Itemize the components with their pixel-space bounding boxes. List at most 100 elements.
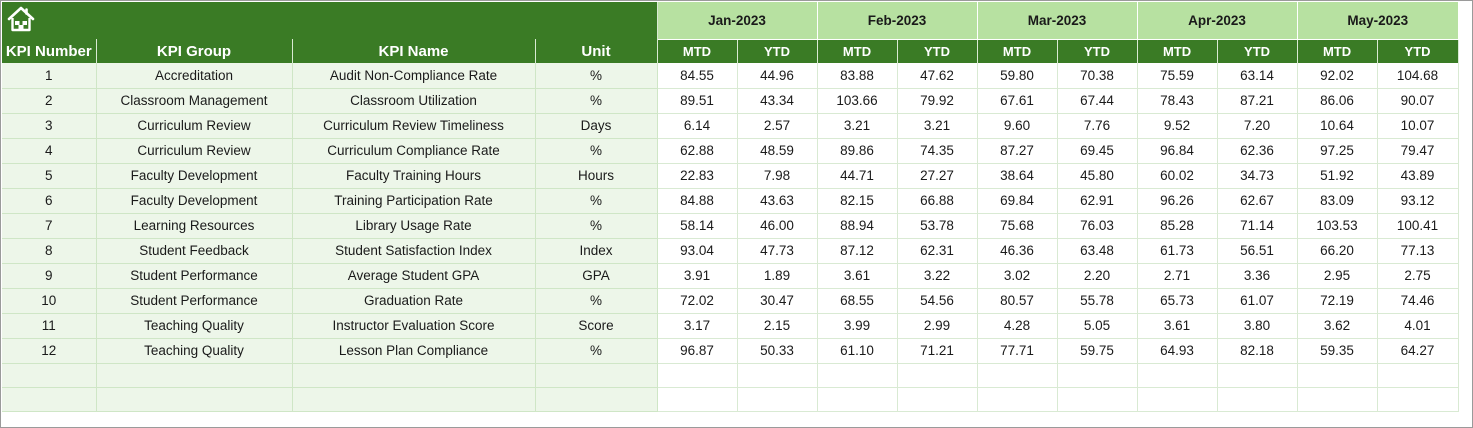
kpi-name-cell[interactable]: Classroom Utilization xyxy=(292,88,536,114)
unit-cell[interactable]: % xyxy=(535,188,658,214)
unit-cell[interactable]: % xyxy=(535,338,658,364)
empty-cell[interactable] xyxy=(292,387,536,412)
empty-cell[interactable] xyxy=(1057,363,1138,388)
mtd-value-cell[interactable]: 22.83 xyxy=(657,163,738,189)
mtd-value-cell[interactable]: 92.02 xyxy=(1297,63,1378,89)
mtd-value-cell[interactable]: 72.19 xyxy=(1297,288,1378,314)
empty-cell[interactable] xyxy=(977,363,1058,388)
kpi-number-header[interactable]: KPI Number xyxy=(2,39,97,63)
empty-cell[interactable] xyxy=(1377,387,1459,412)
empty-cell[interactable] xyxy=(1217,387,1298,412)
mtd-value-cell[interactable]: 3.62 xyxy=(1297,313,1378,339)
mtd-value-cell[interactable]: 10.64 xyxy=(1297,113,1378,139)
empty-cell[interactable] xyxy=(535,387,658,412)
mtd-value-cell[interactable]: 61.10 xyxy=(817,338,898,364)
mtd-value-cell[interactable]: 93.04 xyxy=(657,238,738,264)
unit-cell[interactable]: Hours xyxy=(535,163,658,189)
mtd-value-cell[interactable]: 60.02 xyxy=(1137,163,1218,189)
ytd-value-cell[interactable]: 54.56 xyxy=(897,288,978,314)
mtd-value-cell[interactable]: 2.95 xyxy=(1297,263,1378,289)
kpi-number-cell[interactable]: 4 xyxy=(2,138,97,164)
ytd-value-cell[interactable]: 46.00 xyxy=(737,213,818,239)
empty-cell[interactable] xyxy=(817,387,898,412)
mtd-value-cell[interactable]: 78.43 xyxy=(1137,88,1218,114)
empty-cell[interactable] xyxy=(977,387,1058,412)
unit-cell[interactable]: % xyxy=(535,288,658,314)
ytd-value-cell[interactable]: 1.89 xyxy=(737,263,818,289)
ytd-value-cell[interactable]: 10.07 xyxy=(1377,113,1459,139)
mtd-value-cell[interactable]: 59.35 xyxy=(1297,338,1378,364)
ytd-value-cell[interactable]: 27.27 xyxy=(897,163,978,189)
mtd-value-cell[interactable]: 58.14 xyxy=(657,213,738,239)
ytd-value-cell[interactable]: 53.78 xyxy=(897,213,978,239)
kpi-number-cell[interactable]: 8 xyxy=(2,238,97,264)
kpi-name-cell[interactable]: Instructor Evaluation Score xyxy=(292,313,536,339)
kpi-number-cell[interactable]: 5 xyxy=(2,163,97,189)
unit-cell[interactable]: Days xyxy=(535,113,658,139)
ytd-value-cell[interactable]: 7.76 xyxy=(1057,113,1138,139)
ytd-value-cell[interactable]: 79.92 xyxy=(897,88,978,114)
unit-cell[interactable]: Score xyxy=(535,313,658,339)
unit-cell[interactable]: % xyxy=(535,88,658,114)
empty-cell[interactable] xyxy=(292,363,536,388)
unit-cell[interactable]: GPA xyxy=(535,263,658,289)
mtd-value-cell[interactable]: 84.55 xyxy=(657,63,738,89)
mtd-value-cell[interactable]: 3.61 xyxy=(1137,313,1218,339)
mtd-header[interactable]: MTD xyxy=(657,39,738,63)
ytd-value-cell[interactable]: 4.01 xyxy=(1377,313,1459,339)
mtd-value-cell[interactable]: 97.25 xyxy=(1297,138,1378,164)
ytd-value-cell[interactable]: 56.51 xyxy=(1217,238,1298,264)
empty-cell[interactable] xyxy=(1217,363,1298,388)
ytd-value-cell[interactable]: 50.33 xyxy=(737,338,818,364)
kpi-group-cell[interactable]: Learning Resources xyxy=(96,213,293,239)
mtd-value-cell[interactable]: 85.28 xyxy=(1137,213,1218,239)
mtd-value-cell[interactable]: 96.87 xyxy=(657,338,738,364)
ytd-value-cell[interactable]: 2.15 xyxy=(737,313,818,339)
mtd-value-cell[interactable]: 68.55 xyxy=(817,288,898,314)
empty-cell[interactable] xyxy=(897,363,978,388)
ytd-value-cell[interactable]: 59.75 xyxy=(1057,338,1138,364)
kpi-name-cell[interactable]: Curriculum Compliance Rate xyxy=(292,138,536,164)
mtd-value-cell[interactable]: 80.57 xyxy=(977,288,1058,314)
kpi-group-cell[interactable]: Student Performance xyxy=(96,263,293,289)
mtd-value-cell[interactable]: 83.09 xyxy=(1297,188,1378,214)
mtd-header[interactable]: MTD xyxy=(817,39,898,63)
ytd-value-cell[interactable]: 43.34 xyxy=(737,88,818,114)
ytd-value-cell[interactable]: 47.73 xyxy=(737,238,818,264)
mtd-value-cell[interactable]: 4.28 xyxy=(977,313,1058,339)
mtd-value-cell[interactable]: 103.53 xyxy=(1297,213,1378,239)
mtd-value-cell[interactable]: 2.71 xyxy=(1137,263,1218,289)
kpi-name-cell[interactable]: Student Satisfaction Index xyxy=(292,238,536,264)
kpi-group-cell[interactable]: Curriculum Review xyxy=(96,113,293,139)
ytd-value-cell[interactable]: 79.47 xyxy=(1377,138,1459,164)
mtd-value-cell[interactable]: 3.21 xyxy=(817,113,898,139)
mtd-header[interactable]: MTD xyxy=(1297,39,1378,63)
unit-header[interactable]: Unit xyxy=(535,39,658,63)
ytd-value-cell[interactable]: 7.20 xyxy=(1217,113,1298,139)
ytd-value-cell[interactable]: 64.27 xyxy=(1377,338,1459,364)
ytd-value-cell[interactable]: 66.88 xyxy=(897,188,978,214)
ytd-value-cell[interactable]: 61.07 xyxy=(1217,288,1298,314)
mtd-value-cell[interactable]: 3.02 xyxy=(977,263,1058,289)
mtd-value-cell[interactable]: 96.26 xyxy=(1137,188,1218,214)
ytd-value-cell[interactable]: 71.14 xyxy=(1217,213,1298,239)
ytd-value-cell[interactable]: 104.68 xyxy=(1377,63,1459,89)
mtd-value-cell[interactable]: 62.88 xyxy=(657,138,738,164)
mtd-value-cell[interactable]: 3.61 xyxy=(817,263,898,289)
ytd-value-cell[interactable]: 2.20 xyxy=(1057,263,1138,289)
mtd-value-cell[interactable]: 3.17 xyxy=(657,313,738,339)
mtd-value-cell[interactable]: 84.88 xyxy=(657,188,738,214)
kpi-group-cell[interactable]: Student Performance xyxy=(96,288,293,314)
ytd-value-cell[interactable]: 3.36 xyxy=(1217,263,1298,289)
kpi-group-cell[interactable]: Student Feedback xyxy=(96,238,293,264)
ytd-value-cell[interactable]: 62.36 xyxy=(1217,138,1298,164)
ytd-value-cell[interactable]: 3.80 xyxy=(1217,313,1298,339)
mtd-value-cell[interactable]: 44.71 xyxy=(817,163,898,189)
ytd-value-cell[interactable]: 62.31 xyxy=(897,238,978,264)
mtd-value-cell[interactable]: 89.86 xyxy=(817,138,898,164)
ytd-value-cell[interactable]: 55.78 xyxy=(1057,288,1138,314)
ytd-header[interactable]: YTD xyxy=(737,39,818,63)
kpi-number-cell[interactable]: 11 xyxy=(2,313,97,339)
mtd-value-cell[interactable]: 3.91 xyxy=(657,263,738,289)
ytd-value-cell[interactable]: 62.67 xyxy=(1217,188,1298,214)
